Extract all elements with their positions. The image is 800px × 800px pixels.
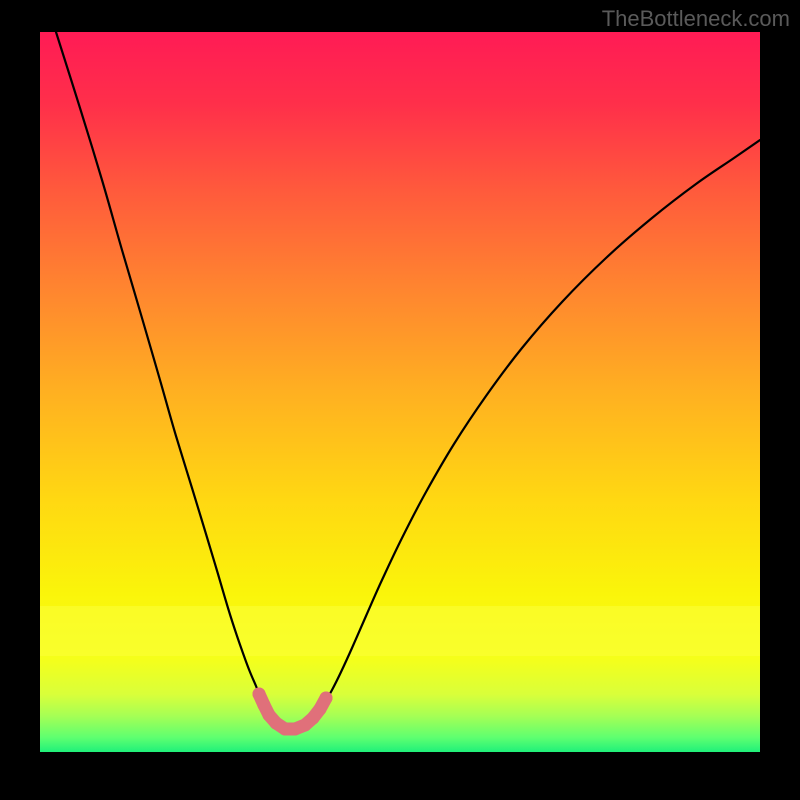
marker-dot xyxy=(314,703,327,716)
highlight-band xyxy=(40,606,760,656)
chart-svg xyxy=(40,32,760,752)
marker-dot xyxy=(320,692,333,705)
chart-container: TheBottleneck.com xyxy=(0,0,800,800)
plot-area xyxy=(40,32,760,752)
watermark-text: TheBottleneck.com xyxy=(602,6,790,32)
